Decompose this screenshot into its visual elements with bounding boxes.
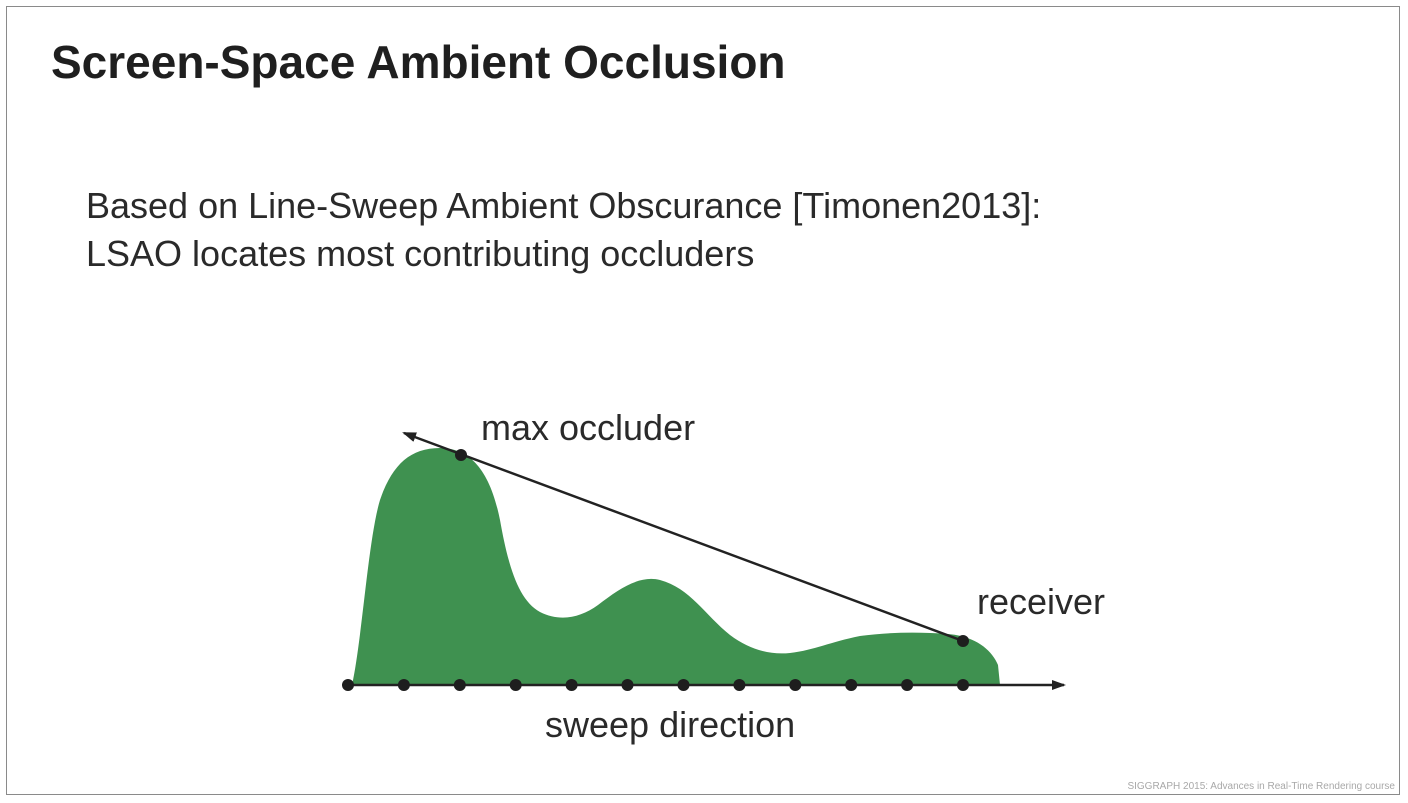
- max-occluder-point: [455, 449, 467, 461]
- slide-body: Based on Line-Sweep Ambient Obscurance […: [86, 182, 1041, 278]
- sample-point: [621, 679, 634, 691]
- sample-point: [845, 679, 858, 691]
- sample-point: [453, 679, 466, 691]
- slide-footer: SIGGRAPH 2015: Advances in Real-Time Ren…: [1127, 781, 1395, 792]
- heightfield-terrain: [352, 448, 1000, 685]
- body-line-2: LSAO locates most contributing occluders: [86, 233, 755, 274]
- body-line-1: Based on Line-Sweep Ambient Obscurance […: [86, 185, 1042, 226]
- slide-title: Screen-Space Ambient Occlusion: [51, 36, 786, 88]
- sample-point: [733, 679, 746, 691]
- horizon-line: [402, 431, 964, 643]
- receiver-label: receiver: [977, 581, 1105, 622]
- sample-point: [565, 679, 578, 691]
- sample-point: [509, 679, 522, 691]
- sample-point: [677, 679, 690, 691]
- receiver-point: [957, 635, 969, 647]
- sample-point: [789, 679, 802, 691]
- sample-point: [397, 679, 410, 691]
- sample-points: [342, 679, 969, 691]
- sample-point: [957, 679, 969, 691]
- max-occluder-label: max occluder: [481, 407, 695, 448]
- sample-point: [342, 679, 354, 691]
- sweep-direction-label: sweep direction: [545, 704, 795, 745]
- sample-point: [901, 679, 914, 691]
